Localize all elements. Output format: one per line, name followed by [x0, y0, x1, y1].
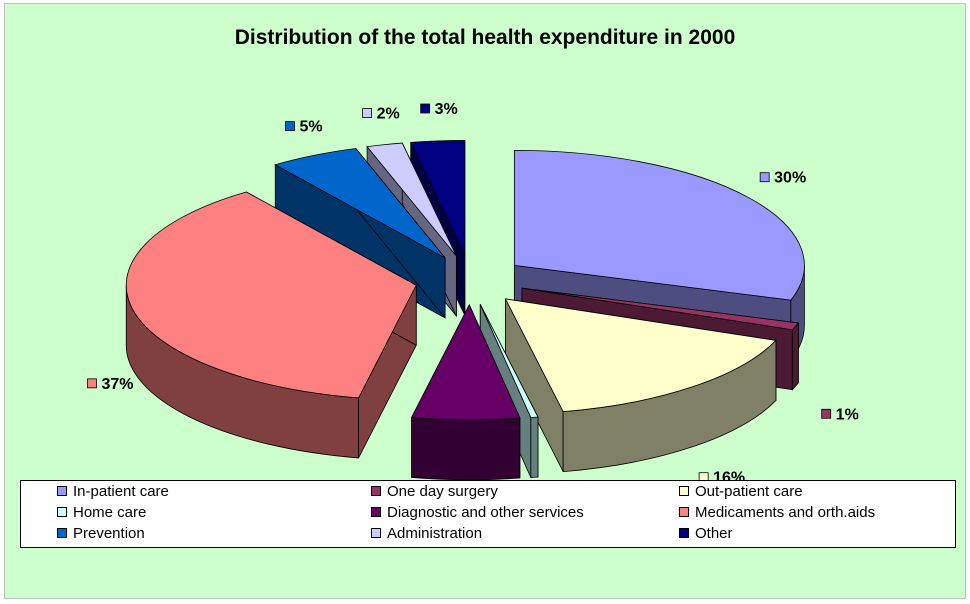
- legend-swatch: [57, 507, 67, 518]
- legend-item: Medicaments and orth.aids: [679, 503, 875, 523]
- legend-swatch: [371, 528, 381, 539]
- data-label: 3%: [435, 101, 458, 118]
- legend-label: Diagnostic and other services: [387, 504, 584, 521]
- legend-label: Medicaments and orth.aids: [695, 504, 876, 521]
- legend-label: Prevention: [73, 525, 145, 542]
- legend-label: One day surgery: [387, 483, 498, 500]
- pie-slice: [125, 191, 417, 459]
- slice-rim: [411, 417, 521, 481]
- slice-top: [410, 303, 521, 421]
- slice-top: [479, 304, 539, 418]
- legend-item: Administration: [371, 524, 482, 544]
- chart-title: Distribution of the total health expendi…: [234, 26, 736, 49]
- data-label: 2%: [377, 106, 400, 123]
- data-label-swatch: [285, 121, 295, 132]
- legend-swatch: [679, 528, 689, 539]
- legend-swatch: [371, 507, 381, 518]
- legend-swatch: [679, 486, 689, 497]
- data-label: 37%: [102, 376, 134, 393]
- data-label: 1%: [836, 406, 859, 423]
- legend-item: One day surgery: [371, 482, 498, 502]
- data-label-swatch: [420, 103, 431, 114]
- legend-swatch: [57, 528, 67, 539]
- legend-swatch: [371, 486, 381, 497]
- slice-top: [410, 139, 466, 256]
- slice-rim: [530, 416, 539, 478]
- pie-slice: [504, 298, 777, 473]
- legend-item: Other: [679, 524, 733, 544]
- legend-item: In-patient care: [57, 482, 169, 502]
- legend-item: Home care: [57, 503, 146, 523]
- legend: In-patient care One day surgery Out-patien…: [20, 480, 956, 548]
- pie-slices: [125, 139, 805, 481]
- data-label-swatch: [362, 108, 373, 118]
- legend-swatch: [57, 486, 67, 497]
- slice-top: [366, 142, 457, 257]
- slice-top: [125, 191, 417, 399]
- legend-label: In-patient care: [73, 483, 169, 500]
- slice-rim: [791, 321, 799, 391]
- slice-top: [274, 148, 446, 259]
- legend-label: Home care: [73, 504, 147, 521]
- legend-item: Out-patient care: [679, 482, 803, 502]
- data-label: 30%: [774, 170, 806, 187]
- data-label: 5%: [299, 119, 322, 136]
- legend-label: Administration: [387, 525, 483, 542]
- legend-label: Other: [695, 525, 733, 542]
- legend-swatch: [679, 507, 689, 518]
- slice-top: [504, 298, 777, 413]
- slice-top: [521, 287, 800, 331]
- data-label-swatch: [759, 172, 770, 183]
- slice-top: [513, 149, 805, 301]
- legend-label: Out-patient care: [695, 483, 803, 500]
- pie-slice: [410, 303, 521, 481]
- data-label-swatch: [821, 408, 832, 419]
- data-label-swatch: [87, 378, 97, 389]
- legend-item: Prevention: [57, 524, 145, 544]
- legend-item: Diagnostic and other services: [371, 503, 584, 523]
